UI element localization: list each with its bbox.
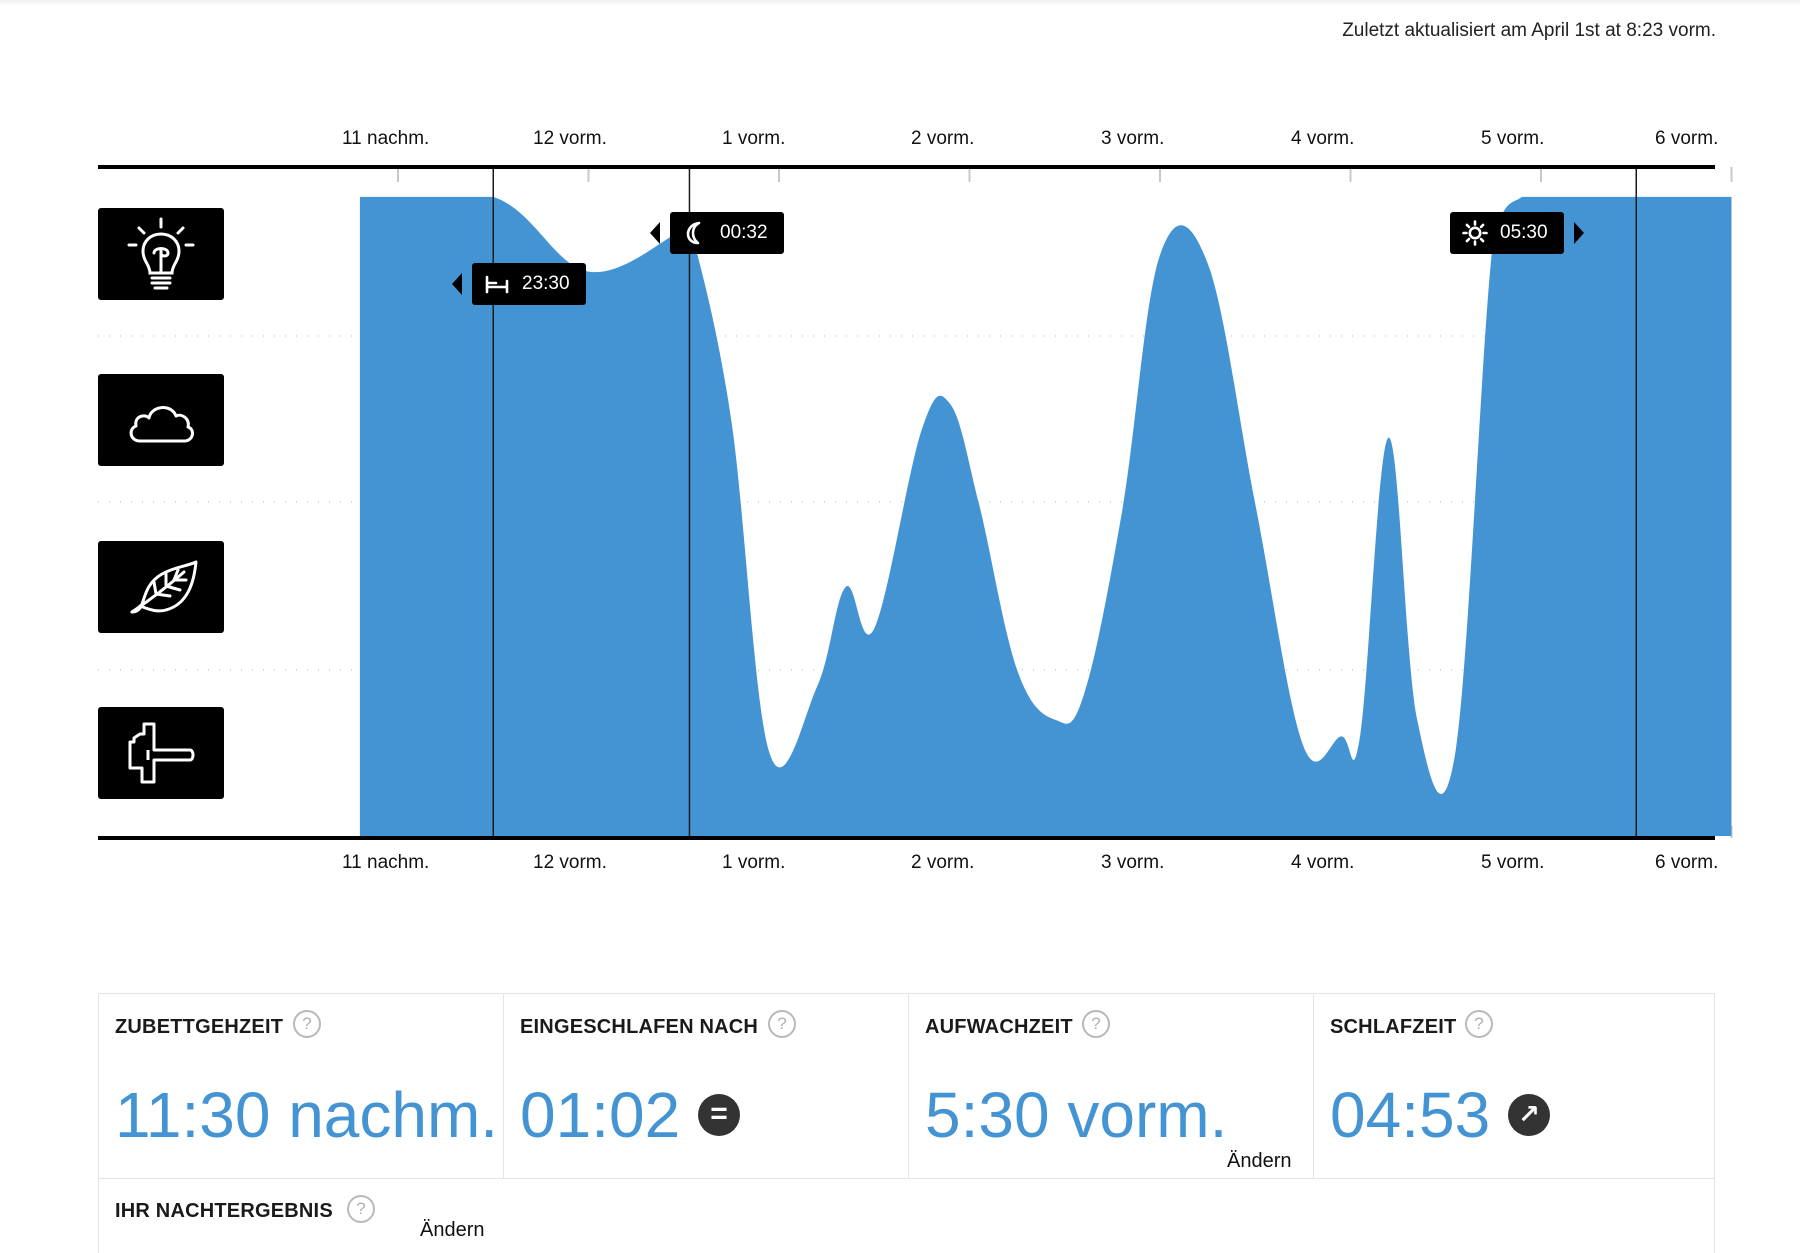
time-axis-bottom: 11 nachm. 12 vorm. 1 vorm. 2 vorm. 3 vor… bbox=[0, 852, 1800, 882]
trend-up-icon: ↗ bbox=[1508, 1094, 1550, 1136]
bedtime-marker: 23:30 bbox=[452, 263, 586, 305]
equal-icon: = bbox=[698, 1094, 740, 1136]
tick-label: 2 vorm. bbox=[911, 128, 975, 149]
stat-bedtime: ZUBETTGEHZEIT ? 11:30 nachm. bbox=[99, 994, 504, 1178]
night-result-title: IHR NACHTERGEBNIS bbox=[115, 1200, 333, 1222]
tick-label: 3 vorm. bbox=[1101, 128, 1165, 149]
stage-light bbox=[98, 374, 224, 466]
stat-wake-time: AUFWACHZEIT ? 5:30 vorm. Ändern bbox=[909, 994, 1314, 1178]
tick-label: 1 vorm. bbox=[722, 128, 786, 149]
lightbulb-icon bbox=[127, 217, 195, 290]
leaf-icon bbox=[130, 560, 198, 614]
last-updated-text: Zuletzt aktualisiert am April 1st at 8:2… bbox=[1342, 20, 1716, 41]
tick-label: 1 vorm. bbox=[722, 852, 786, 873]
moon-icon bbox=[686, 221, 701, 245]
bedtime-marker-label: 23:30 bbox=[522, 273, 570, 294]
anvil-icon bbox=[128, 722, 195, 784]
stat-value: 04:53 bbox=[1330, 1079, 1491, 1151]
help-icon[interactable]: ? bbox=[347, 1195, 375, 1223]
time-axis-top: 11 nachm. 12 vorm. 1 vorm. 2 vorm. 3 vor… bbox=[0, 128, 1800, 158]
change-night-result-link[interactable]: Ändern bbox=[420, 1219, 485, 1241]
bed-icon bbox=[485, 275, 509, 294]
tick-label: 6 vorm. bbox=[1655, 852, 1719, 873]
help-icon[interactable]: ? bbox=[1465, 1010, 1493, 1038]
sleep-depth-area bbox=[359, 196, 1732, 836]
tick-label: 11 nachm. bbox=[342, 852, 430, 873]
tick-label: 6 vorm. bbox=[1655, 128, 1719, 149]
stat-sleep-duration: SCHLAFZEIT ? 04:53 ↗ bbox=[1314, 994, 1714, 1178]
wake-marker-label: 05:30 bbox=[1500, 222, 1548, 243]
tick-label: 4 vorm. bbox=[1291, 852, 1355, 873]
tick-label: 11 nachm. bbox=[342, 128, 430, 149]
tick-label: 12 vorm. bbox=[533, 128, 607, 149]
help-icon[interactable]: ? bbox=[293, 1010, 321, 1038]
tick-label: 12 vorm. bbox=[533, 852, 607, 873]
help-icon[interactable]: ? bbox=[1082, 1010, 1110, 1038]
help-icon[interactable]: ? bbox=[768, 1010, 796, 1038]
tick-label: 4 vorm. bbox=[1291, 128, 1355, 149]
stat-value: 5:30 vorm. bbox=[925, 1079, 1228, 1151]
asleep-marker: 00:32 bbox=[650, 212, 784, 254]
change-wake-time-link[interactable]: Ändern bbox=[1227, 1150, 1292, 1172]
tick-label: 5 vorm. bbox=[1481, 128, 1545, 149]
night-result-row: IHR NACHTERGEBNIS ? Ändern bbox=[99, 1178, 1714, 1253]
sleep-stats-panel: ZUBETTGEHZEIT ? 11:30 nachm. EINGESCHLAF… bbox=[98, 993, 1715, 1253]
stat-sleep-latency: EINGESCHLAFEN NACH ? 01:02 = bbox=[504, 994, 909, 1178]
asleep-marker-label: 00:32 bbox=[720, 222, 768, 243]
tick-label: 2 vorm. bbox=[911, 852, 975, 873]
stage-awake bbox=[98, 208, 224, 300]
sleep-cycle-chart bbox=[98, 165, 1733, 840]
wake-marker: 05:30 bbox=[1450, 212, 1584, 254]
tick-label: 3 vorm. bbox=[1101, 852, 1165, 873]
stat-title: EINGESCHLAFEN NACH bbox=[520, 1016, 759, 1038]
sun-icon bbox=[1462, 220, 1488, 246]
stat-title: ZUBETTGEHZEIT bbox=[115, 1016, 284, 1038]
top-shadow bbox=[0, 0, 1800, 6]
stage-very-deep bbox=[98, 707, 224, 799]
stat-title: SCHLAFZEIT bbox=[1330, 1016, 1457, 1038]
stage-deep bbox=[98, 541, 224, 633]
stat-value: 01:02 bbox=[520, 1079, 681, 1151]
stat-title: AUFWACHZEIT bbox=[925, 1016, 1073, 1038]
cloud-icon bbox=[129, 406, 194, 443]
stat-value: 11:30 nachm. bbox=[115, 1079, 499, 1151]
tick-label: 5 vorm. bbox=[1481, 852, 1545, 873]
